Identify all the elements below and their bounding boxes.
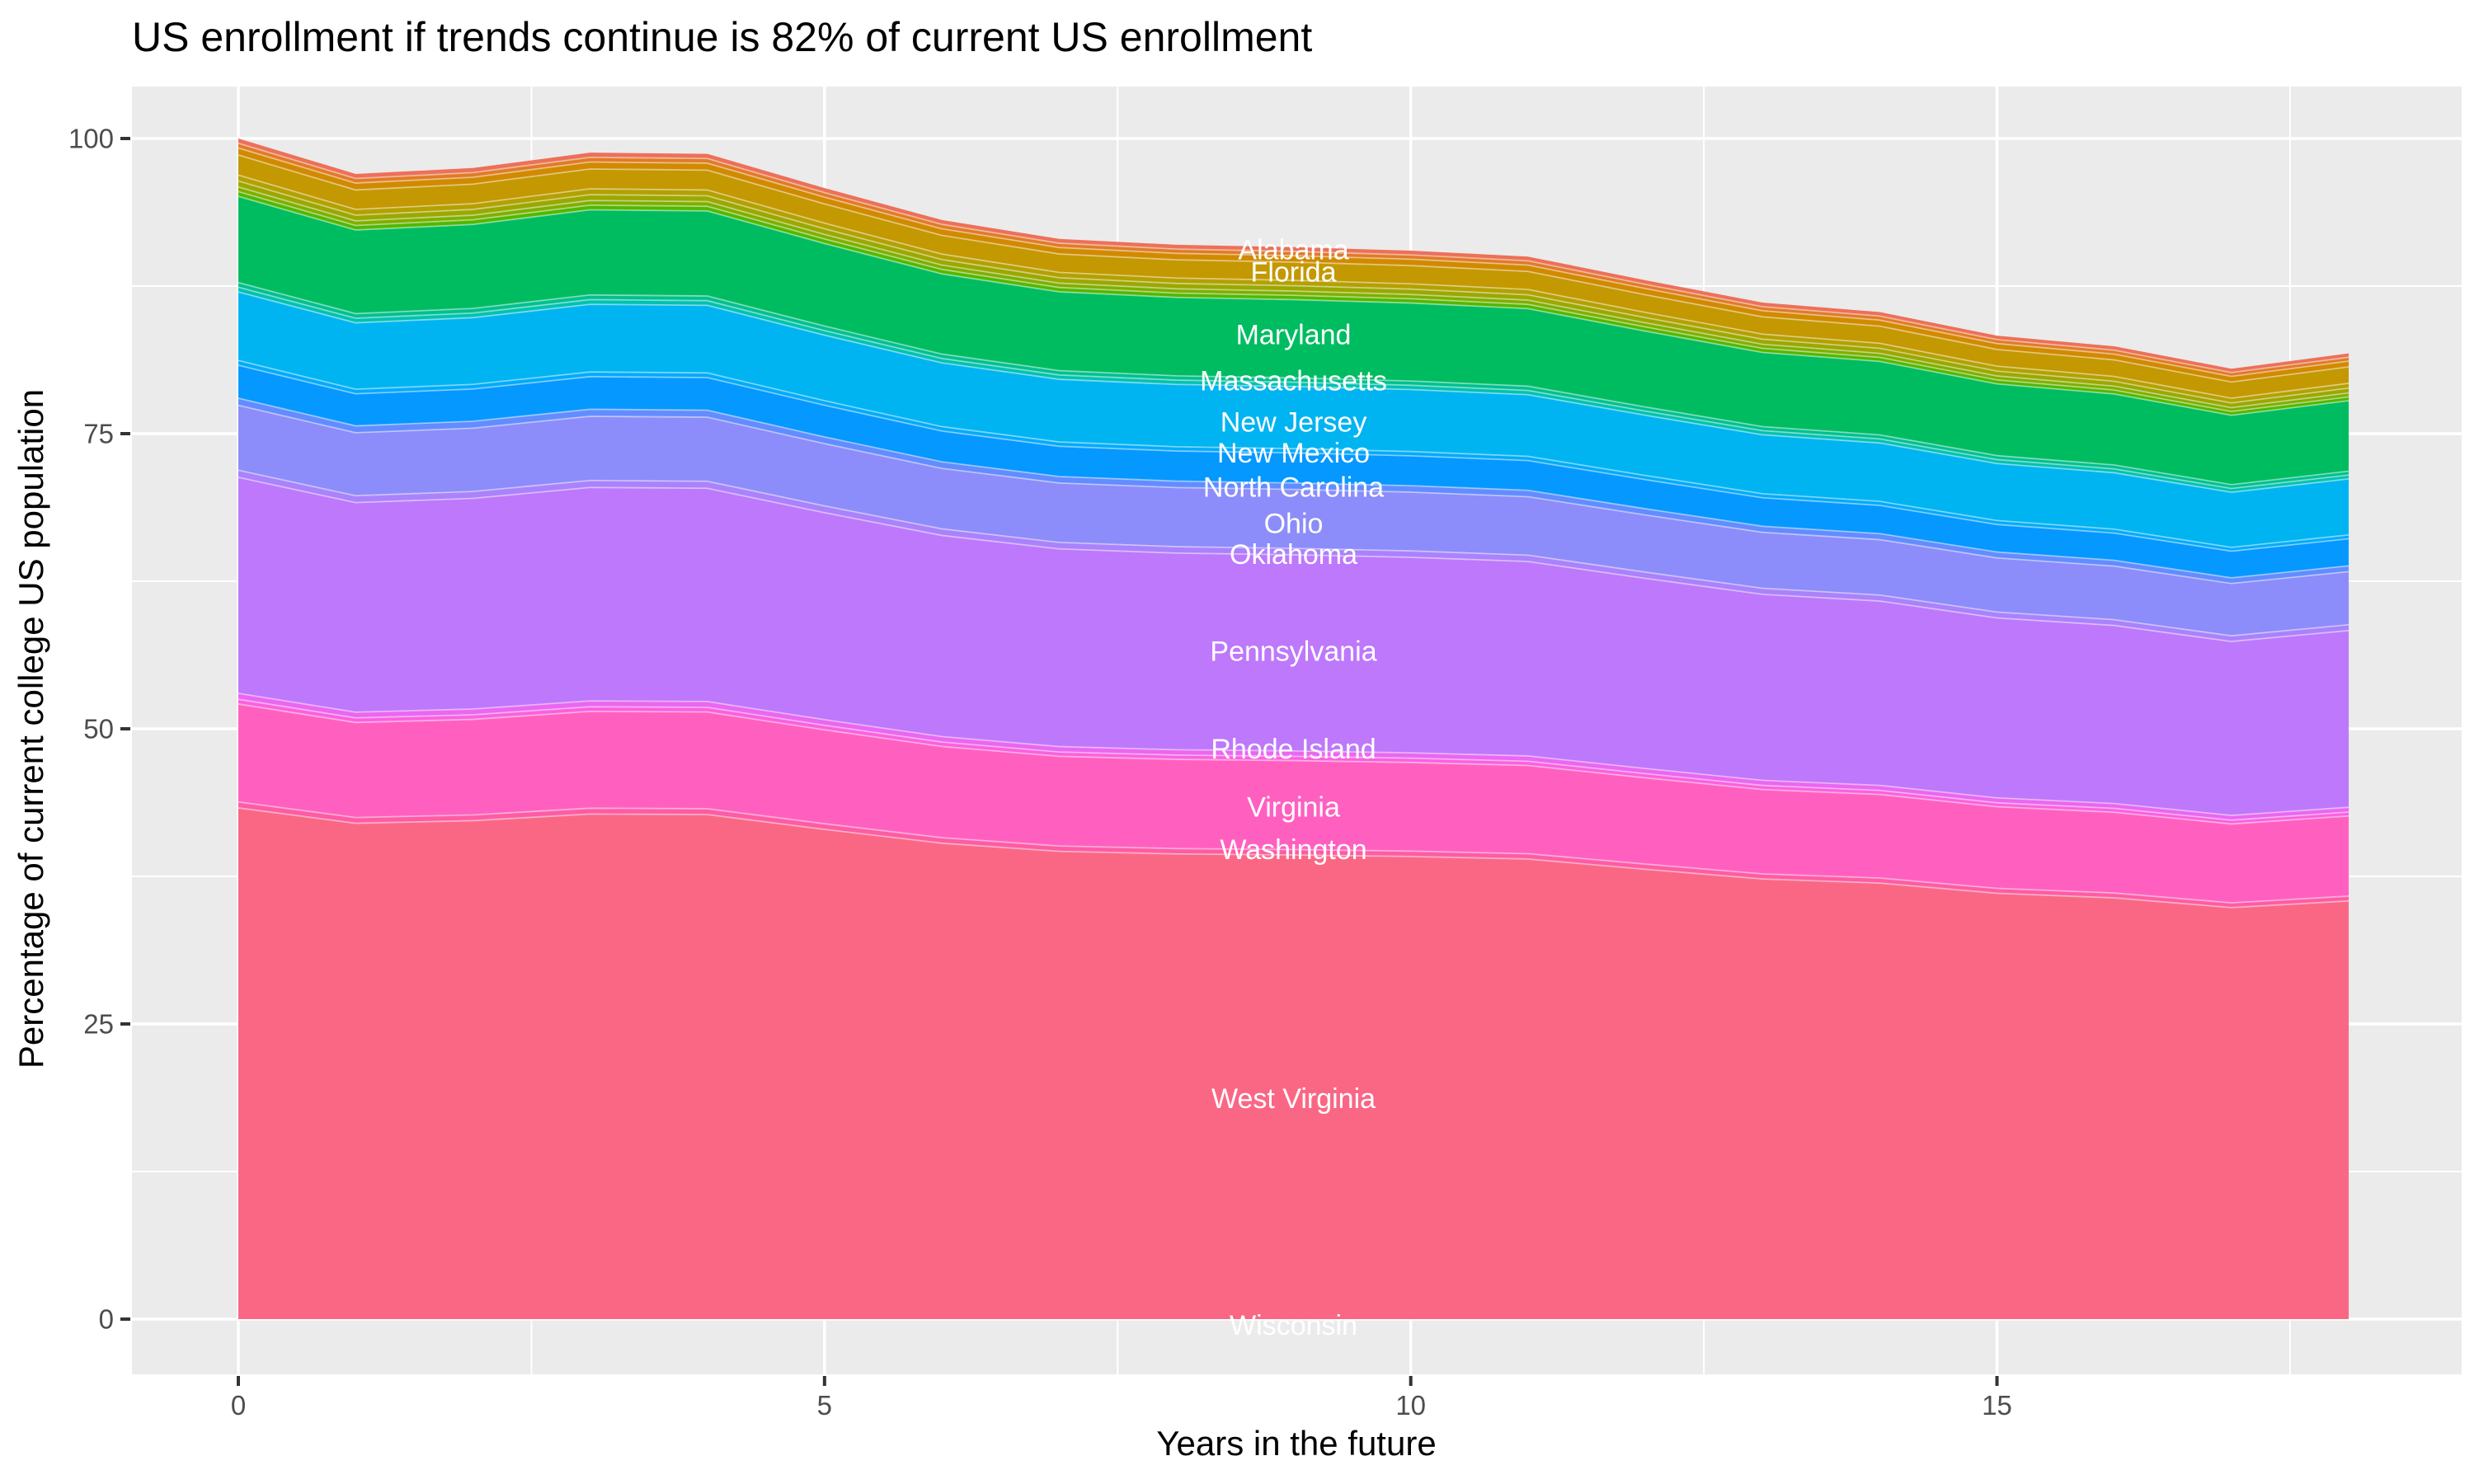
band-separator-line bbox=[238, 291, 2349, 494]
y-tick-label: 75 bbox=[83, 419, 114, 449]
x-tick-label: 15 bbox=[1982, 1390, 2012, 1421]
y-tick-label: 0 bbox=[99, 1304, 114, 1335]
band-separator-line bbox=[238, 286, 2349, 490]
band-separator-line bbox=[238, 404, 2349, 585]
x-tick-label: 0 bbox=[231, 1390, 246, 1421]
area-band-band-09 bbox=[238, 196, 2349, 485]
band-separator-line bbox=[238, 703, 2349, 825]
band-separator-line bbox=[238, 142, 2349, 373]
area-band-band-19 bbox=[238, 693, 2349, 820]
state-label: Maryland bbox=[1236, 320, 1352, 351]
band-separator-line bbox=[238, 693, 2349, 816]
state-label: Ohio bbox=[1264, 509, 1324, 540]
state-label: Florida bbox=[1251, 257, 1337, 289]
x-tick-label: 10 bbox=[1395, 1390, 1426, 1421]
band-separator-line bbox=[238, 469, 2349, 637]
y-tick-label: 50 bbox=[83, 714, 114, 744]
band-separator-line bbox=[238, 154, 2349, 383]
x-axis-title: Years in the future bbox=[1156, 1424, 1436, 1463]
state-label: Washington bbox=[1220, 834, 1366, 866]
band-separator-line bbox=[238, 180, 2349, 404]
area-band-band-14 bbox=[238, 364, 2349, 578]
band-separator-line bbox=[238, 281, 2349, 486]
state-label: Virginia bbox=[1247, 791, 1340, 823]
chart-title: US enrollment if trends continue is 82% … bbox=[132, 14, 1312, 60]
band-separator-line bbox=[238, 359, 2349, 548]
band-separator-line bbox=[238, 397, 2349, 579]
area-band-band-23 bbox=[238, 807, 2349, 1319]
band-separator-line bbox=[238, 364, 2349, 552]
state-label: North Carolina bbox=[1203, 472, 1384, 503]
area-band-band-17 bbox=[238, 470, 2349, 642]
y-tick-label: 25 bbox=[83, 1009, 114, 1040]
axis-ticks: 0 25 50 75 100 0 5 10 15 bbox=[68, 124, 2012, 1421]
state-label: Massachusetts bbox=[1200, 365, 1387, 397]
band-separator-line bbox=[238, 147, 2349, 378]
stacked-areas bbox=[238, 139, 2349, 1319]
area-band-band-20 bbox=[238, 699, 2349, 824]
band-separator-line bbox=[238, 190, 2349, 413]
area-band-band-16 bbox=[238, 405, 2349, 636]
area-band-band-12 bbox=[238, 292, 2349, 547]
area-band-band-15 bbox=[238, 398, 2349, 584]
state-label: Oklahoma bbox=[1230, 539, 1357, 571]
y-axis-title: Percentage of current college US populat… bbox=[12, 389, 50, 1068]
state-label: New Mexico bbox=[1217, 438, 1370, 469]
band-separator-line bbox=[238, 174, 2349, 399]
band-separator-line bbox=[238, 195, 2349, 416]
y-tick-label: 100 bbox=[68, 124, 114, 154]
band-separator-line bbox=[238, 807, 2349, 909]
area-band-band-22 bbox=[238, 801, 2349, 908]
area-band-band-18 bbox=[238, 477, 2349, 816]
band-separator-line bbox=[238, 186, 2349, 409]
state-label: Pennsylvania bbox=[1210, 636, 1376, 667]
band-separator-line bbox=[238, 698, 2349, 821]
band-separator-line bbox=[238, 801, 2349, 904]
state-label: Alabama bbox=[1238, 235, 1348, 266]
area-band-band-03 bbox=[238, 148, 2349, 383]
state-label: West Virginia bbox=[1211, 1083, 1376, 1115]
area-band-band-04 bbox=[238, 155, 2349, 398]
state-label: Rhode Island bbox=[1211, 734, 1376, 765]
band-separator-line bbox=[238, 477, 2349, 642]
area-band-band-21 bbox=[238, 703, 2349, 904]
state-label: New Jersey bbox=[1221, 407, 1367, 439]
state-label: Wisconsin bbox=[1230, 1310, 1357, 1341]
x-tick-label: 5 bbox=[817, 1390, 832, 1421]
